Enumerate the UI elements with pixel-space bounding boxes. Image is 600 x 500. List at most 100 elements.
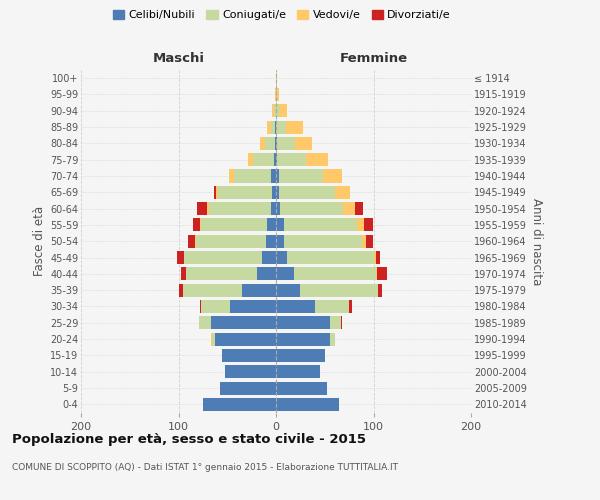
Bar [275, 88, 276, 101]
Bar [203, 398, 276, 411]
Bar [197, 202, 207, 215]
Bar [279, 186, 335, 199]
Bar [181, 268, 187, 280]
Bar [201, 218, 267, 232]
Bar [277, 153, 306, 166]
Y-axis label: Fasce di età: Fasce di età [32, 206, 46, 276]
Bar [276, 104, 279, 118]
Bar [184, 251, 262, 264]
Text: Maschi: Maschi [152, 52, 205, 65]
Bar [276, 382, 326, 394]
Bar [284, 218, 357, 232]
Bar [323, 170, 342, 182]
Bar [315, 300, 349, 313]
Bar [287, 251, 374, 264]
Bar [279, 104, 287, 118]
Bar [271, 120, 275, 134]
Bar [276, 332, 329, 345]
Bar [267, 218, 276, 232]
Bar [376, 251, 380, 264]
Bar [266, 234, 276, 248]
Bar [355, 202, 363, 215]
Bar [276, 284, 301, 296]
Bar [275, 120, 276, 134]
Bar [214, 186, 215, 199]
Y-axis label: Anni di nascita: Anni di nascita [530, 198, 544, 285]
Bar [276, 268, 293, 280]
Bar [271, 170, 276, 182]
Bar [215, 332, 276, 345]
Bar [276, 153, 277, 166]
Bar [366, 234, 373, 248]
Bar [215, 186, 218, 199]
Bar [230, 300, 276, 313]
Bar [276, 349, 325, 362]
Bar [277, 88, 279, 101]
Bar [357, 218, 364, 232]
Bar [220, 382, 276, 394]
Bar [184, 284, 242, 296]
Text: Femmine: Femmine [340, 52, 407, 65]
Bar [276, 365, 320, 378]
Text: Popolazione per età, sesso e stato civile - 2015: Popolazione per età, sesso e stato civil… [12, 432, 366, 446]
Bar [295, 137, 312, 150]
Bar [212, 332, 215, 345]
Bar [284, 234, 362, 248]
Bar [196, 234, 266, 248]
Bar [257, 268, 276, 280]
Bar [362, 234, 366, 248]
Bar [276, 202, 280, 215]
Bar [211, 316, 276, 330]
Bar [364, 218, 373, 232]
Bar [223, 349, 276, 362]
Bar [276, 88, 277, 101]
Bar [176, 251, 184, 264]
Bar [276, 72, 277, 85]
Bar [229, 170, 234, 182]
Bar [341, 316, 342, 330]
Bar [200, 300, 201, 313]
Bar [209, 202, 271, 215]
Bar [276, 170, 279, 182]
Bar [349, 300, 352, 313]
Bar [280, 202, 343, 215]
Bar [248, 153, 253, 166]
Bar [276, 234, 284, 248]
Bar [276, 398, 340, 411]
Bar [276, 251, 287, 264]
Bar [274, 153, 276, 166]
Bar [275, 137, 276, 150]
Bar [335, 186, 350, 199]
Bar [277, 137, 295, 150]
Bar [199, 316, 211, 330]
Bar [377, 268, 387, 280]
Bar [271, 202, 276, 215]
Bar [276, 137, 277, 150]
Bar [267, 120, 271, 134]
Bar [218, 186, 272, 199]
Bar [253, 153, 274, 166]
Bar [242, 284, 276, 296]
Bar [276, 316, 329, 330]
Bar [179, 284, 184, 296]
Bar [276, 186, 279, 199]
Bar [201, 300, 230, 313]
Legend: Celibi/Nubili, Coniugati/e, Vedovi/e, Divorziati/e: Celibi/Nubili, Coniugati/e, Vedovi/e, Di… [109, 6, 455, 25]
Bar [293, 268, 376, 280]
Bar [301, 284, 379, 296]
Bar [188, 234, 195, 248]
Bar [187, 268, 257, 280]
Bar [272, 104, 274, 118]
Bar [272, 186, 276, 199]
Bar [193, 218, 200, 232]
Bar [379, 284, 382, 296]
Bar [207, 202, 209, 215]
Bar [329, 316, 341, 330]
Bar [195, 234, 196, 248]
Bar [276, 120, 286, 134]
Bar [276, 218, 284, 232]
Bar [343, 202, 355, 215]
Bar [376, 268, 377, 280]
Bar [265, 137, 275, 150]
Bar [279, 170, 323, 182]
